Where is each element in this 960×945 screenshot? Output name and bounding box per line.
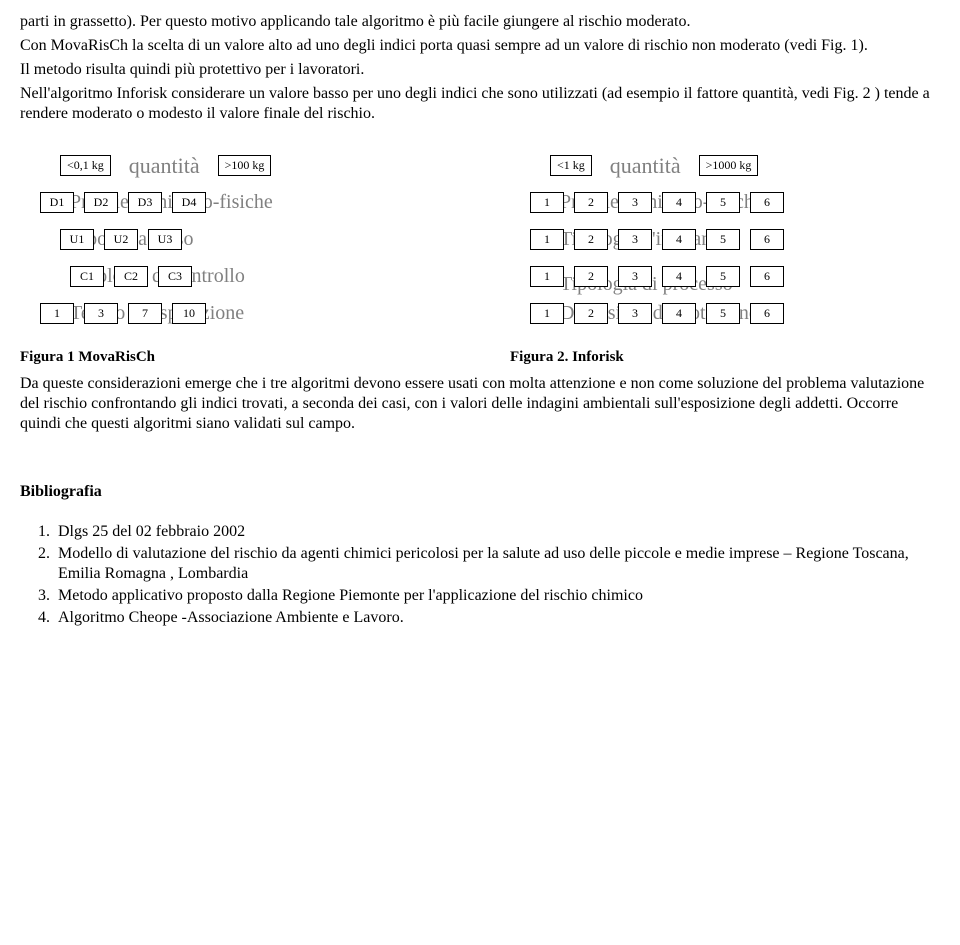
diag1-top: <0,1 kg quantità >100 kg	[60, 152, 450, 180]
diag2-row2-box: 2	[574, 229, 608, 250]
diag2-row3: 1 2 3 4 5 6	[530, 266, 940, 287]
diag1-row3-box: C2	[114, 266, 148, 287]
diag1-top-right: >100 kg	[218, 155, 272, 176]
diag2-row2-box: 1	[530, 229, 564, 250]
diag2-row4-box: 6	[750, 303, 784, 324]
diag2-row4-box: 5	[706, 303, 740, 324]
bibliography-heading: Bibliografia	[20, 482, 940, 502]
caption-1: Figura 1 MovaRisCh	[20, 348, 450, 367]
paragraph-3: Il metodo risulta quindi più protettivo …	[20, 60, 940, 80]
diag1-row4-box: 3	[84, 303, 118, 324]
paragraph-1: parti in grassetto). Per questo motivo a…	[20, 12, 940, 32]
caption-2: Figura 2. Inforisk	[510, 348, 940, 367]
diag2-row2-box: 4	[662, 229, 696, 250]
diag2-row2-box: 3	[618, 229, 652, 250]
diag2-row2-box: 6	[750, 229, 784, 250]
diag1-row2-box: U3	[148, 229, 182, 250]
diag1-top-label: quantità	[129, 152, 200, 180]
diag2-row3-box: 4	[662, 266, 696, 287]
diag2-row4-box: 1	[530, 303, 564, 324]
diag2-row3-box: 1	[530, 266, 564, 287]
diag1-row1-box: D3	[128, 192, 162, 213]
diag1-row2-box: U1	[60, 229, 94, 250]
paragraph-2: Con MovaRisCh la scelta di un valore alt…	[20, 36, 940, 56]
diagrams-container: <0,1 kg quantità >100 kg Proprietà chimi…	[20, 148, 940, 340]
diag1-row1-box: D4	[172, 192, 206, 213]
captions-row: Figura 1 MovaRisCh Figura 2. Inforisk	[20, 348, 940, 367]
bib-item: Dlgs 25 del 02 febbraio 2002	[54, 522, 940, 542]
diag1-row2-box: U2	[104, 229, 138, 250]
diag2-top-label: quantità	[610, 152, 681, 180]
diag1-row1-box: D1	[40, 192, 74, 213]
diag2-row1-box: 4	[662, 192, 696, 213]
diag1-row4: 1 3 7 10	[40, 303, 450, 324]
diag2-row4-box: 3	[618, 303, 652, 324]
bibliography-list: Dlgs 25 del 02 febbraio 2002 Modello di …	[54, 522, 940, 628]
diag2-row3-box: 6	[750, 266, 784, 287]
diag2-row1-box: 5	[706, 192, 740, 213]
diag2-row3-box: 5	[706, 266, 740, 287]
diag2-row1: 1 2 3 4 5 6	[530, 192, 940, 213]
diag1-row4-box: 1	[40, 303, 74, 324]
diag1-row4-box: 7	[128, 303, 162, 324]
diag1-row1-box: D2	[84, 192, 118, 213]
diag2-top-right: >1000 kg	[699, 155, 759, 176]
diag2-row4-box: 2	[574, 303, 608, 324]
diag1-row4-box: 10	[172, 303, 206, 324]
diagram-2: <1 kg quantità >1000 kg Proprietà chimic…	[510, 148, 940, 340]
diag2-row1-box: 1	[530, 192, 564, 213]
diag2-row4-box: 4	[662, 303, 696, 324]
diag1-row3-box: C1	[70, 266, 104, 287]
diag2-row2: 1 2 3 4 5 6	[530, 229, 940, 250]
bib-item: Modello di valutazione del rischio da ag…	[54, 544, 940, 584]
diag2-row3-box: 2	[574, 266, 608, 287]
paragraph-5: Da queste considerazioni emerge che i tr…	[20, 374, 940, 434]
bib-item: Metodo applicativo proposto dalla Region…	[54, 586, 940, 606]
diag2-row3-box: 3	[618, 266, 652, 287]
diag2-row1-box: 2	[574, 192, 608, 213]
diag1-row3-box: C3	[158, 266, 192, 287]
diag2-row1-box: 3	[618, 192, 652, 213]
diag2-top: <1 kg quantità >1000 kg	[550, 152, 940, 180]
diag2-row1-box: 6	[750, 192, 784, 213]
diag1-row2: U1 U2 U3	[60, 229, 450, 250]
diag1-row3: C1 C2 C3	[70, 266, 450, 287]
diag1-row1: D1 D2 D3 D4	[40, 192, 450, 213]
diag2-row2-box: 5	[706, 229, 740, 250]
bib-item: Algoritmo Cheope -Associazione Ambiente …	[54, 608, 940, 628]
diag2-top-left: <1 kg	[550, 155, 592, 176]
paragraph-4: Nell'algoritmo Inforisk considerare un v…	[20, 84, 940, 124]
diagram-1: <0,1 kg quantità >100 kg Proprietà chimi…	[20, 148, 450, 340]
diag1-top-left: <0,1 kg	[60, 155, 111, 176]
diag2-row4: 1 2 3 4 5 6	[530, 303, 940, 324]
